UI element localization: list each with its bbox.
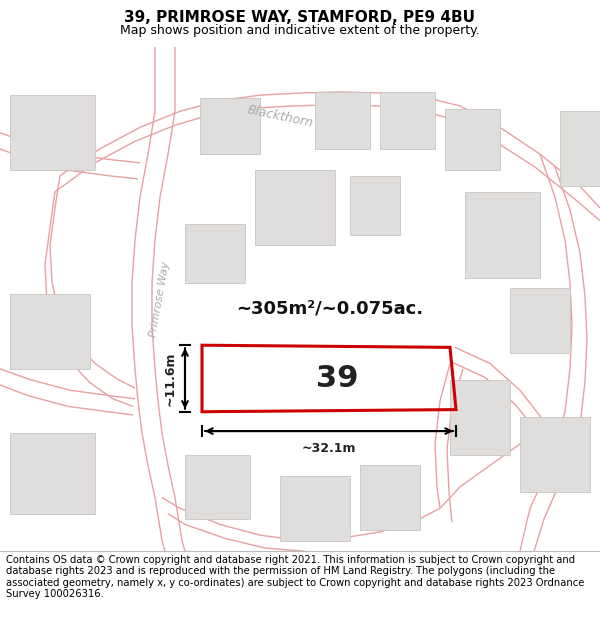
Polygon shape bbox=[10, 95, 95, 170]
Polygon shape bbox=[445, 109, 500, 170]
Text: Blackthorn: Blackthorn bbox=[246, 103, 314, 130]
Text: Map shows position and indicative extent of the property.: Map shows position and indicative extent… bbox=[120, 24, 480, 36]
Text: Primrose Way: Primrose Way bbox=[148, 261, 172, 338]
Text: ~11.6m: ~11.6m bbox=[164, 351, 177, 406]
Polygon shape bbox=[10, 433, 95, 514]
Polygon shape bbox=[450, 379, 510, 454]
Polygon shape bbox=[10, 294, 90, 369]
Polygon shape bbox=[520, 417, 590, 492]
Polygon shape bbox=[380, 92, 435, 149]
Text: ~32.1m: ~32.1m bbox=[302, 442, 356, 455]
Polygon shape bbox=[185, 454, 250, 519]
Text: Contains OS data © Crown copyright and database right 2021. This information is : Contains OS data © Crown copyright and d… bbox=[6, 554, 584, 599]
Polygon shape bbox=[185, 224, 245, 283]
Polygon shape bbox=[315, 92, 370, 149]
Polygon shape bbox=[560, 111, 600, 186]
Polygon shape bbox=[200, 98, 260, 154]
Text: 39, PRIMROSE WAY, STAMFORD, PE9 4BU: 39, PRIMROSE WAY, STAMFORD, PE9 4BU bbox=[125, 10, 476, 25]
Text: 39: 39 bbox=[316, 364, 359, 393]
Polygon shape bbox=[360, 466, 420, 530]
Polygon shape bbox=[350, 176, 400, 234]
Polygon shape bbox=[510, 288, 570, 352]
Polygon shape bbox=[280, 476, 350, 541]
Polygon shape bbox=[465, 192, 540, 278]
Text: ~305m²/~0.075ac.: ~305m²/~0.075ac. bbox=[236, 299, 424, 318]
Polygon shape bbox=[255, 170, 335, 246]
